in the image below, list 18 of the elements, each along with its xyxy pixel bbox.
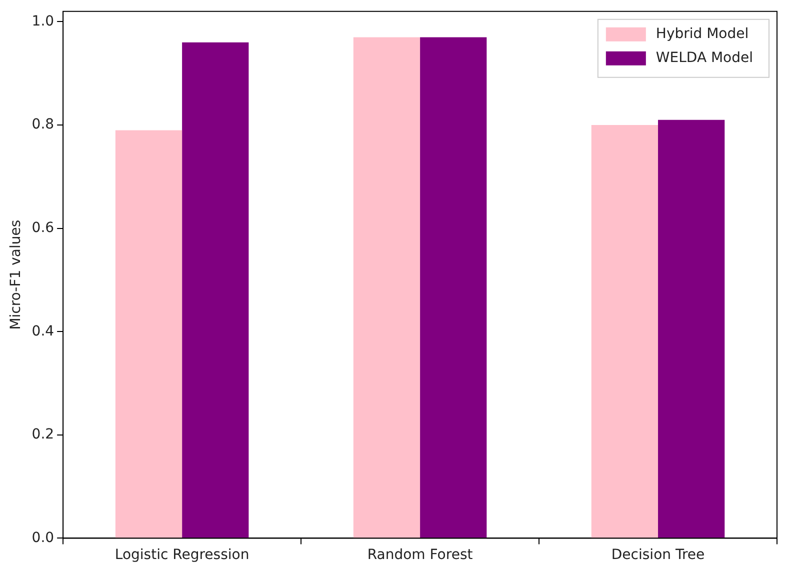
y-tick-label: 1.0 <box>32 13 54 30</box>
bar <box>182 42 249 538</box>
y-tick-label: 0.0 <box>32 530 54 546</box>
x-tick-label: Decision Tree <box>611 547 705 564</box>
bar <box>591 125 658 538</box>
bar <box>115 130 182 538</box>
y-tick-label: 0.6 <box>32 220 54 236</box>
x-tick-label: Logistic Regression <box>114 547 250 564</box>
bar <box>353 37 420 538</box>
x-tick-label: Random Forest <box>367 547 474 564</box>
bar <box>420 37 487 538</box>
legend-label: WELDA Model <box>656 50 754 66</box>
legend-label: Hybrid Model <box>656 26 749 42</box>
y-tick-label: 0.8 <box>32 116 54 133</box>
bar <box>658 120 725 538</box>
y-tick-label: 0.4 <box>32 323 54 340</box>
y-tick-label: 0.2 <box>32 426 54 443</box>
y-axis-title: Micro-F1 values <box>8 220 24 330</box>
